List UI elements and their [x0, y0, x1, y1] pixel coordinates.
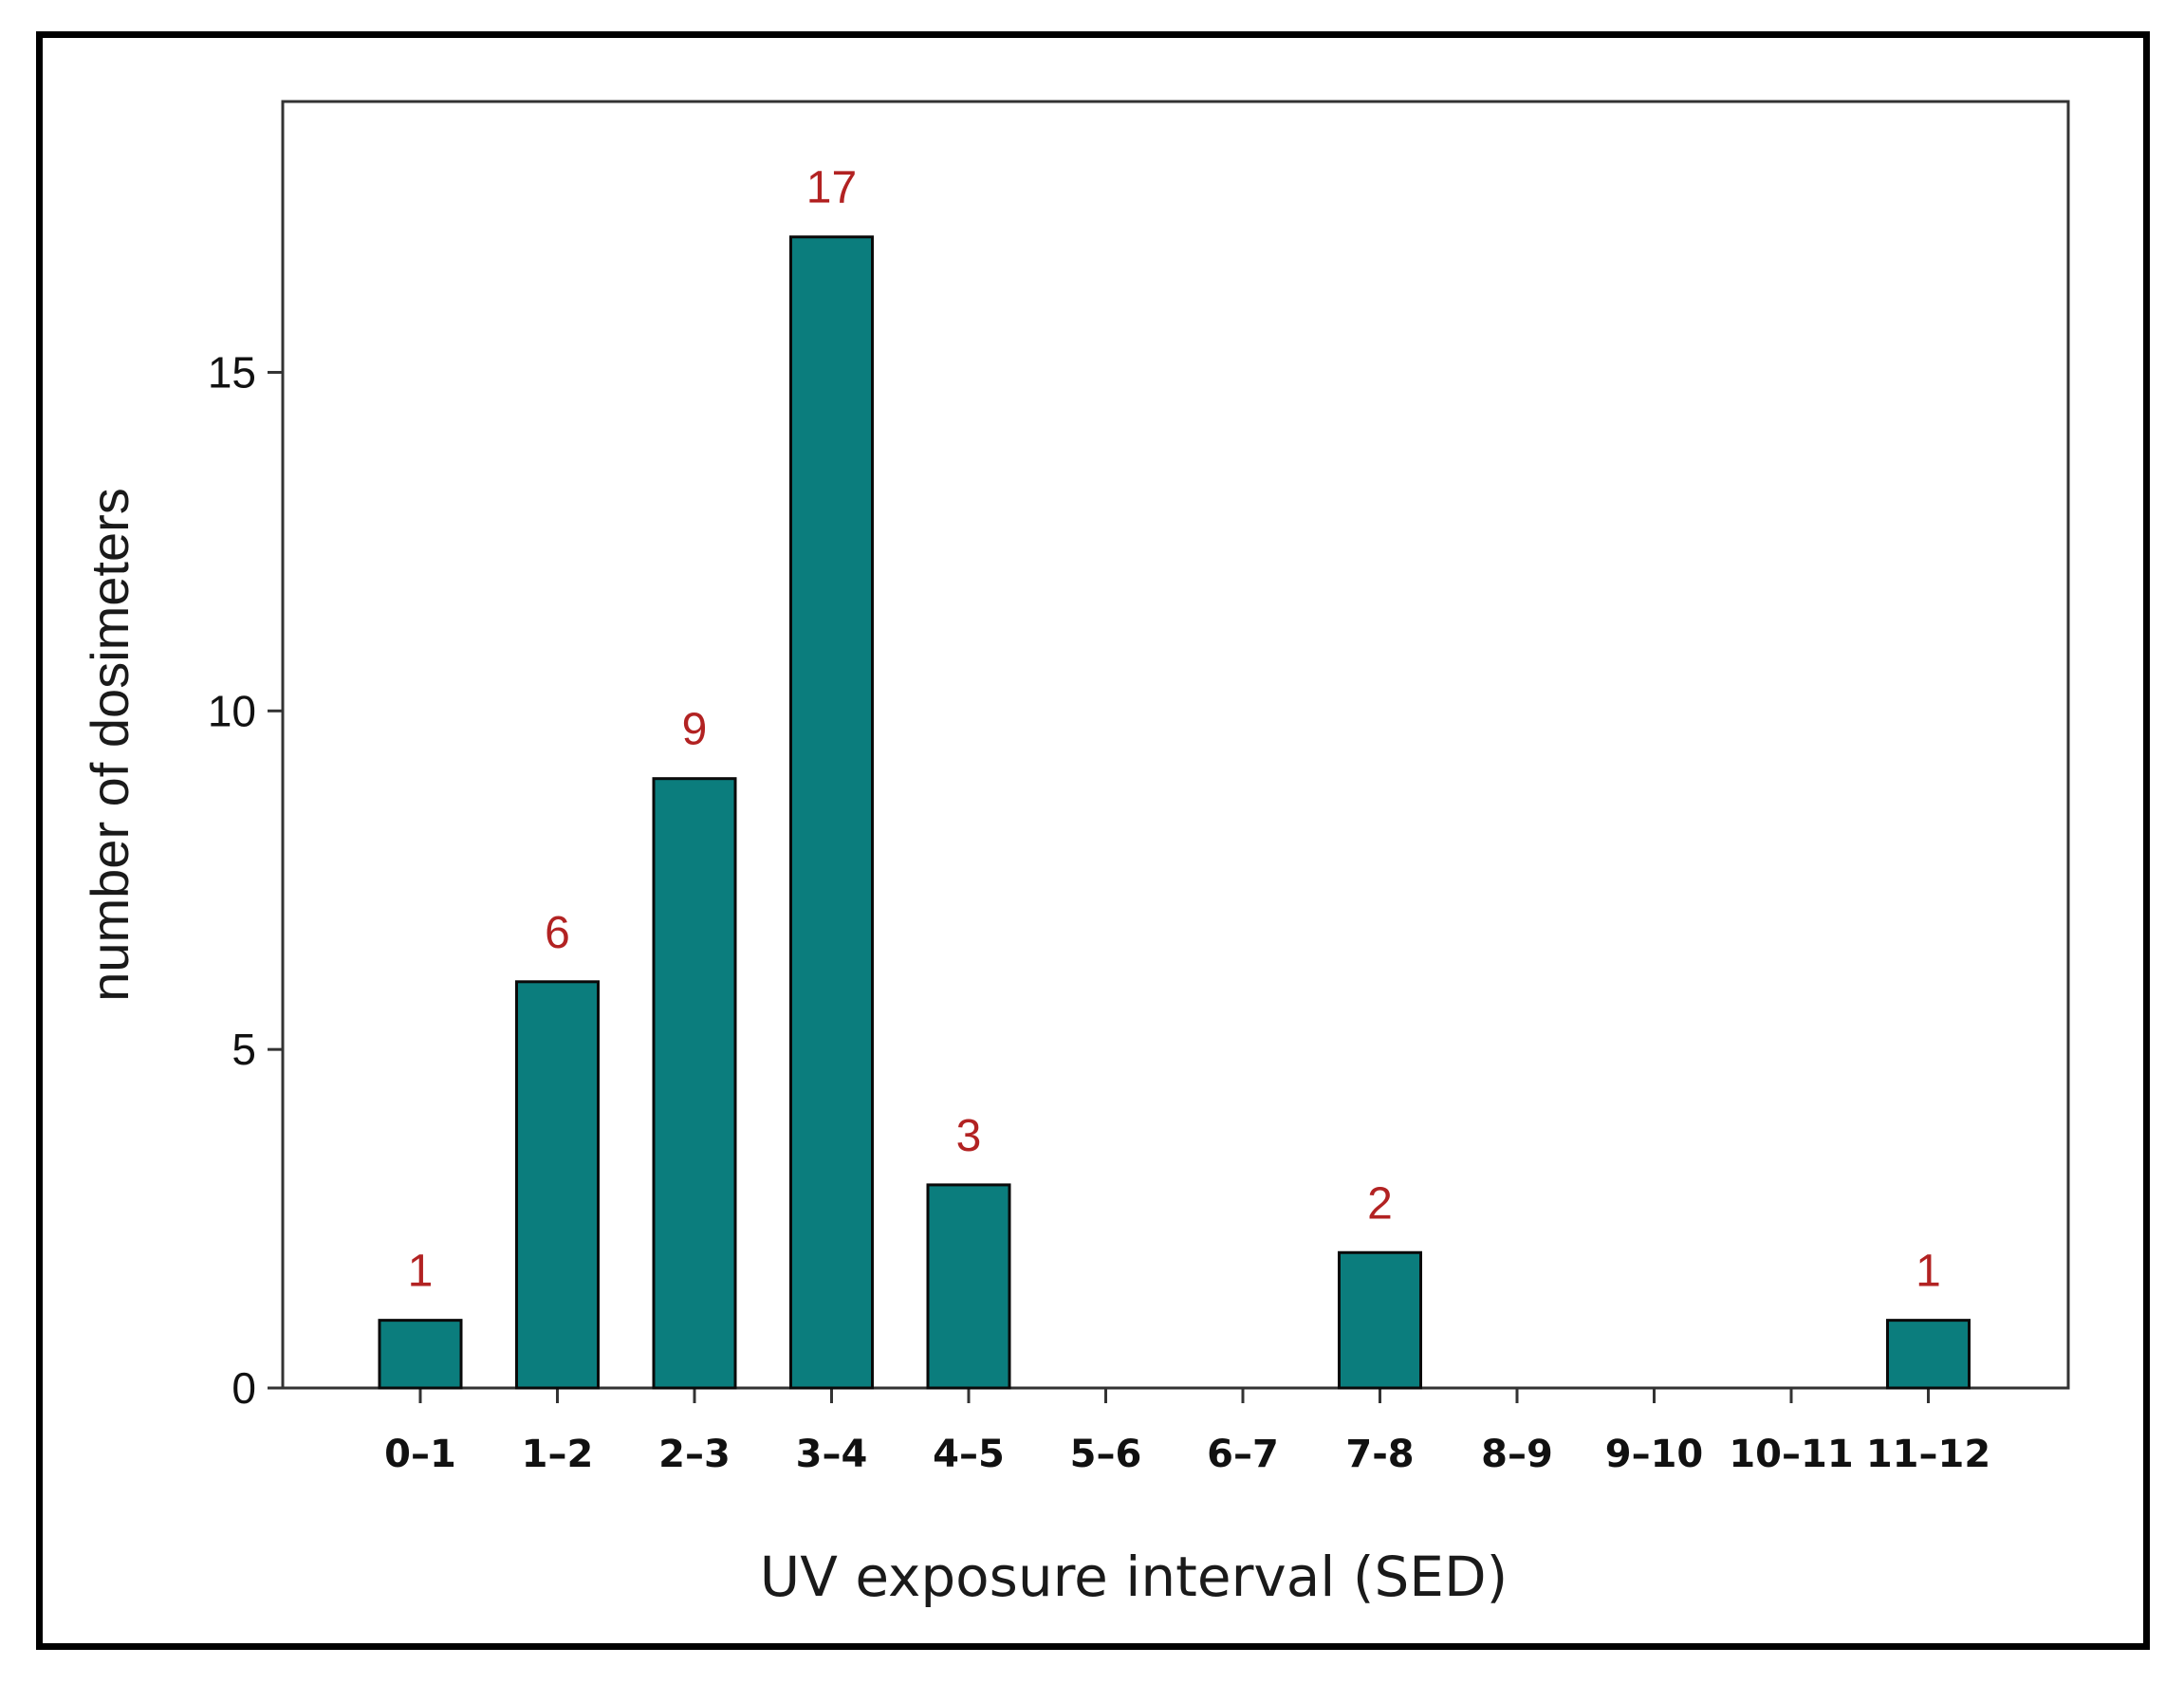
bar — [378, 1319, 463, 1390]
x-axis: 0–1 1–2 2–3 3–4 4–5 5–6 6–7 7-8 8–9 9–10 10–11 11–1… — [384, 1388, 1990, 1476]
y-tick-label: 10 — [208, 686, 256, 735]
x-tick-label: 4–5 — [933, 1433, 1005, 1476]
x-tick-label: 0–1 — [384, 1433, 456, 1476]
x-tick-label: 10–11 — [1729, 1433, 1853, 1476]
x-tick-label: 2–3 — [658, 1433, 731, 1476]
bar — [652, 777, 737, 1390]
x-tick-label: 9–10 — [1605, 1433, 1704, 1476]
data-label: 6 — [545, 908, 570, 958]
y-tick-label: 0 — [231, 1363, 256, 1413]
bar — [789, 235, 874, 1390]
x-tick-label: 11–12 — [1866, 1433, 1990, 1476]
bar — [1886, 1319, 1971, 1390]
x-tick-label: 3–4 — [796, 1433, 868, 1476]
y-axis-title: number of dosimeters — [80, 488, 139, 1002]
y-tick-label: 15 — [208, 347, 256, 397]
bar — [515, 980, 600, 1390]
x-tick-label: 8–9 — [1481, 1433, 1553, 1476]
data-label: 17 — [806, 163, 857, 213]
x-tick-label: 6–7 — [1207, 1433, 1279, 1476]
bars — [378, 235, 1971, 1390]
data-label: 1 — [1916, 1247, 1941, 1297]
data-label: 2 — [1367, 1178, 1393, 1229]
bar — [926, 1183, 1011, 1390]
y-axis: 0 5 10 15 — [208, 347, 283, 1413]
x-tick-label: 5–6 — [1070, 1433, 1142, 1476]
x-tick-label: 1–2 — [522, 1433, 594, 1476]
x-tick-label: 7-8 — [1345, 1433, 1414, 1476]
bar — [1338, 1250, 1422, 1390]
data-label: 3 — [956, 1111, 982, 1161]
data-label: 9 — [682, 705, 708, 755]
data-label: 1 — [408, 1247, 434, 1297]
data-labels: 1 6 9 17 3 2 1 — [408, 163, 1941, 1297]
y-tick-label: 5 — [231, 1025, 256, 1074]
x-axis-title: UV exposure interval (SED) — [760, 1545, 1508, 1609]
